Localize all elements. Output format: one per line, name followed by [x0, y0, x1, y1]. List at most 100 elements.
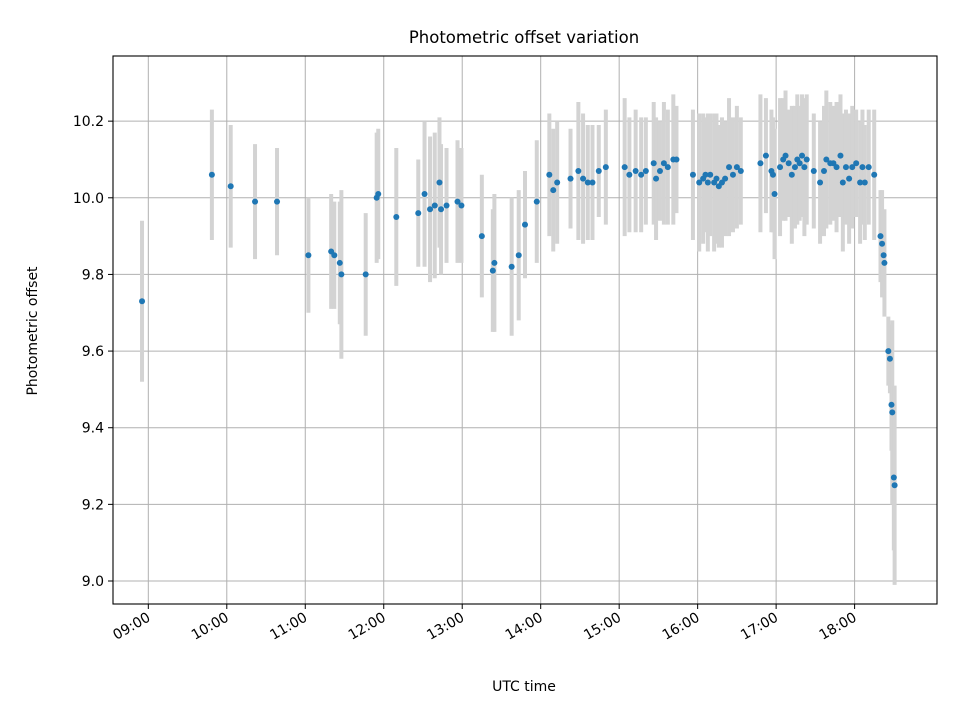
data-point	[837, 152, 844, 159]
data-point	[362, 271, 369, 278]
data-point	[589, 179, 596, 186]
data-point	[227, 183, 234, 190]
data-point	[650, 160, 657, 167]
data-point	[729, 171, 736, 178]
y-tick-label: 9.4	[82, 421, 104, 437]
data-point	[865, 164, 872, 171]
data-point	[769, 171, 776, 178]
data-point	[580, 175, 587, 182]
data-point	[823, 156, 830, 163]
data-point	[762, 152, 769, 159]
data-point	[602, 164, 609, 171]
data-point	[438, 206, 445, 213]
data-point	[801, 164, 808, 171]
x-axis-label: UTC time	[492, 679, 556, 695]
data-point	[733, 164, 740, 171]
data-point	[393, 213, 400, 220]
data-point	[554, 179, 561, 186]
data-point	[704, 179, 711, 186]
data-point	[653, 175, 660, 182]
y-tick-label: 9.2	[82, 497, 104, 513]
data-point	[584, 179, 591, 186]
data-point	[726, 164, 733, 171]
data-point	[803, 156, 810, 163]
data-point	[689, 171, 696, 178]
data-point	[421, 190, 428, 197]
data-point	[782, 152, 789, 159]
data-point	[713, 175, 720, 182]
data-point	[880, 252, 887, 259]
data-point	[626, 171, 633, 178]
y-axis-label: Photometric offset	[25, 266, 41, 396]
data-point	[886, 355, 893, 362]
data-point	[839, 179, 846, 186]
data-point	[788, 171, 795, 178]
data-point	[842, 164, 849, 171]
data-point	[139, 298, 146, 305]
data-point	[846, 175, 853, 182]
data-point	[889, 409, 896, 416]
data-point	[877, 233, 884, 240]
data-point	[885, 348, 892, 355]
data-point	[660, 160, 667, 167]
data-point	[443, 202, 450, 209]
data-point	[833, 164, 840, 171]
data-point	[338, 271, 345, 278]
data-points	[139, 152, 898, 489]
data-point	[638, 171, 645, 178]
data-point	[508, 263, 515, 270]
data-point	[810, 167, 817, 174]
data-point	[664, 164, 671, 171]
data-point	[252, 198, 259, 205]
data-point	[799, 152, 806, 159]
data-point	[859, 164, 866, 171]
data-point	[796, 160, 803, 167]
data-point	[881, 259, 888, 266]
data-point	[861, 179, 868, 186]
data-point	[879, 240, 886, 247]
data-point	[820, 167, 827, 174]
data-point	[522, 221, 528, 228]
data-point	[427, 206, 434, 213]
data-point	[454, 198, 461, 205]
data-point	[431, 202, 438, 209]
data-point	[336, 259, 343, 266]
data-point	[696, 179, 703, 186]
data-point	[305, 252, 312, 259]
data-point	[771, 190, 778, 197]
data-point	[737, 167, 744, 174]
data-point	[791, 164, 798, 171]
y-tick-label: 9.6	[82, 344, 104, 360]
data-point	[656, 167, 663, 174]
data-point	[621, 164, 628, 171]
y-tick-label: 10.2	[73, 114, 104, 130]
data-point	[702, 171, 709, 178]
y-tick-label: 10.0	[73, 191, 104, 207]
data-point	[757, 160, 764, 167]
data-point	[575, 167, 582, 174]
data-point	[853, 160, 860, 167]
data-point	[489, 267, 496, 274]
data-point	[890, 474, 897, 481]
data-point	[817, 179, 824, 186]
data-point	[673, 156, 680, 163]
plot-area-frame	[112, 55, 938, 605]
data-point	[458, 202, 465, 209]
data-point	[533, 198, 540, 205]
data-point	[785, 160, 792, 167]
data-point	[546, 171, 553, 178]
data-point	[415, 210, 422, 217]
data-point	[208, 171, 215, 178]
data-point	[436, 179, 443, 186]
data-point	[331, 252, 338, 259]
data-point	[491, 259, 498, 266]
data-point	[849, 164, 856, 171]
data-point	[857, 179, 864, 186]
data-point	[891, 482, 898, 489]
data-point	[478, 233, 485, 240]
data-point	[642, 167, 649, 174]
data-point	[777, 164, 784, 171]
y-axis-ticks: 9.0 9.2 9.4 9.6 9.8 10.0 10.2	[73, 114, 113, 590]
data-point	[595, 167, 602, 174]
